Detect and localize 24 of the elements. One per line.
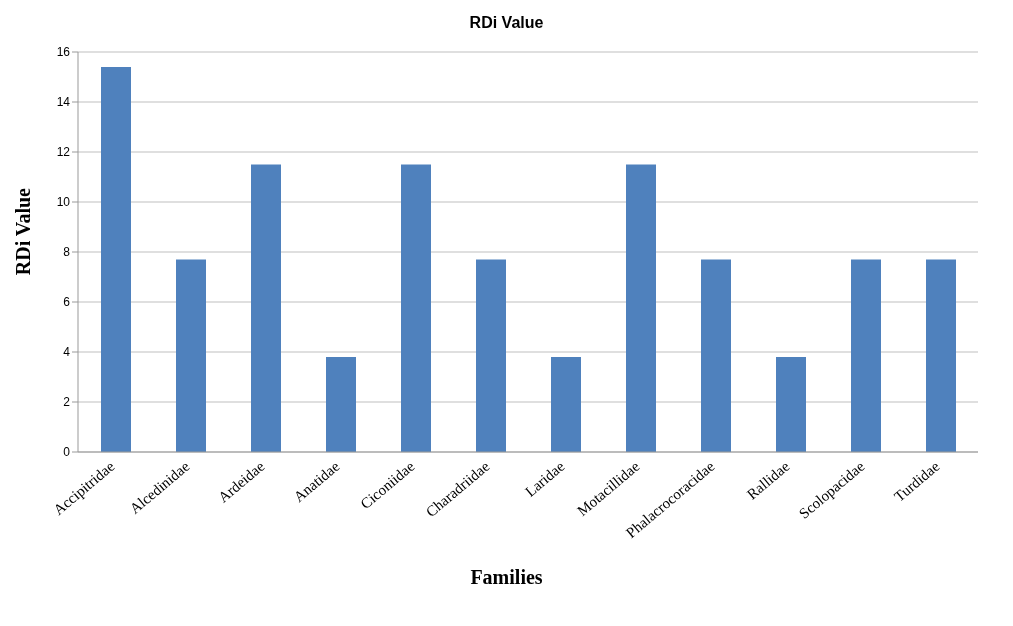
y-tick-label: 4 <box>63 345 71 360</box>
bar <box>776 357 806 452</box>
y-tick-label: 14 <box>56 95 71 110</box>
y-tick-label: 2 <box>63 395 71 410</box>
bar <box>701 259 731 452</box>
y-tick-label: 8 <box>63 245 71 260</box>
y-tick-label: 12 <box>56 145 71 160</box>
bar <box>551 357 581 452</box>
x-axis-title: Families <box>469 566 544 589</box>
bar <box>851 259 881 452</box>
bar <box>926 259 956 452</box>
bar <box>326 357 356 452</box>
bar <box>251 164 281 452</box>
bar <box>401 164 431 452</box>
bar <box>626 164 656 452</box>
y-tick-label: 6 <box>63 295 71 310</box>
y-tick-label: 16 <box>56 45 71 60</box>
y-axis-title: RDi Value <box>12 188 35 276</box>
bar <box>176 259 206 452</box>
bar <box>101 67 131 452</box>
y-tick-label: 0 <box>63 445 71 460</box>
bar <box>476 259 506 452</box>
y-tick-label: 10 <box>56 195 71 210</box>
chart-title: RDi Value <box>468 13 545 32</box>
